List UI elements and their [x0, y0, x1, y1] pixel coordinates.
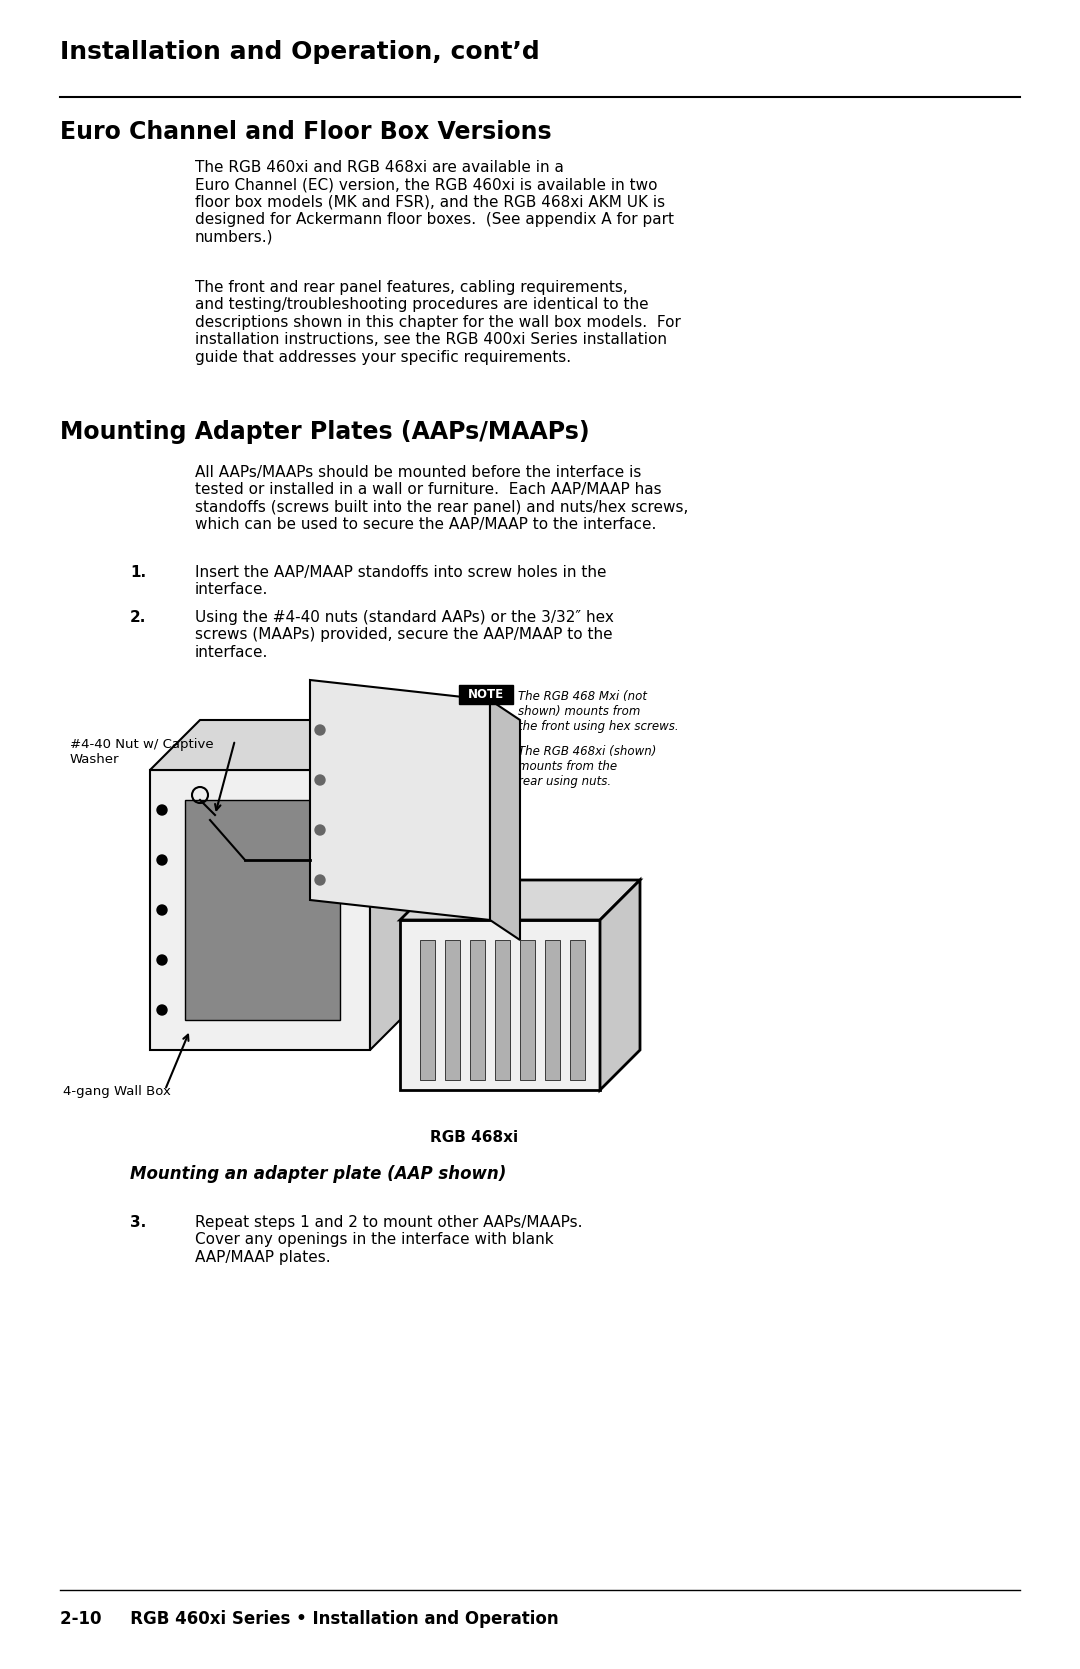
Polygon shape	[400, 920, 600, 1090]
Polygon shape	[470, 940, 485, 1080]
Text: 1.: 1.	[130, 566, 146, 581]
Text: Repeat steps 1 and 2 to mount other AAPs/MAAPs.
Cover any openings in the interf: Repeat steps 1 and 2 to mount other AAPs…	[195, 1215, 582, 1265]
Polygon shape	[519, 940, 535, 1080]
Text: The front and rear panel features, cabling requirements,
and testing/troubleshoo: The front and rear panel features, cabli…	[195, 280, 680, 364]
Text: The RGB 460xi and RGB 468xi are available in a
Euro Channel (EC) version, the RG: The RGB 460xi and RGB 468xi are availabl…	[195, 160, 674, 245]
Circle shape	[157, 804, 167, 814]
Polygon shape	[420, 940, 435, 1080]
Text: 3.: 3.	[130, 1215, 146, 1230]
Polygon shape	[310, 679, 490, 920]
Text: 4-gang Wall Box: 4-gang Wall Box	[63, 1085, 171, 1098]
Circle shape	[157, 1005, 167, 1015]
Circle shape	[157, 855, 167, 865]
Polygon shape	[400, 880, 640, 920]
Circle shape	[157, 955, 167, 965]
Text: Using the #4-40 nuts (standard AAPs) or the 3/32″ hex
screws (MAAPs) provided, s: Using the #4-40 nuts (standard AAPs) or …	[195, 609, 613, 659]
Circle shape	[315, 824, 325, 834]
Circle shape	[315, 875, 325, 885]
Text: RGB 468xi: RGB 468xi	[430, 1130, 518, 1145]
Text: Installation and Operation, cont’d: Installation and Operation, cont’d	[60, 40, 540, 63]
Text: Mounting Adapter Plates (AAPs/MAAPs): Mounting Adapter Plates (AAPs/MAAPs)	[60, 421, 590, 444]
Polygon shape	[495, 940, 510, 1080]
Text: Mounting an adapter plate (AAP shown): Mounting an adapter plate (AAP shown)	[130, 1165, 507, 1183]
FancyBboxPatch shape	[459, 684, 513, 704]
Polygon shape	[570, 940, 585, 1080]
Polygon shape	[150, 769, 370, 1050]
Polygon shape	[370, 719, 420, 1050]
Polygon shape	[150, 719, 420, 769]
Polygon shape	[490, 699, 519, 940]
Text: All AAPs/MAAPs should be mounted before the interface is
tested or installed in : All AAPs/MAAPs should be mounted before …	[195, 466, 688, 532]
Text: 2.: 2.	[130, 609, 147, 624]
Text: The RGB 468xi (shown)
mounts from the
rear using nuts.: The RGB 468xi (shown) mounts from the re…	[518, 744, 657, 788]
Circle shape	[157, 905, 167, 915]
Text: The RGB 468 Mxi (not
shown) mounts from
the front using hex screws.: The RGB 468 Mxi (not shown) mounts from …	[518, 689, 678, 733]
Circle shape	[315, 724, 325, 734]
Text: Insert the AAP/MAAP standoffs into screw holes in the
interface.: Insert the AAP/MAAP standoffs into screw…	[195, 566, 607, 598]
Text: Euro Channel and Floor Box Versions: Euro Channel and Floor Box Versions	[60, 120, 552, 144]
Polygon shape	[600, 880, 640, 1090]
Text: #4-40 Nut w/ Captive
Washer: #4-40 Nut w/ Captive Washer	[70, 738, 214, 766]
Polygon shape	[445, 940, 460, 1080]
Circle shape	[315, 774, 325, 784]
Polygon shape	[185, 799, 340, 1020]
Text: NOTE: NOTE	[468, 689, 504, 701]
Polygon shape	[545, 940, 561, 1080]
Text: 2-10     RGB 460xi Series • Installation and Operation: 2-10 RGB 460xi Series • Installation and…	[60, 1611, 558, 1627]
